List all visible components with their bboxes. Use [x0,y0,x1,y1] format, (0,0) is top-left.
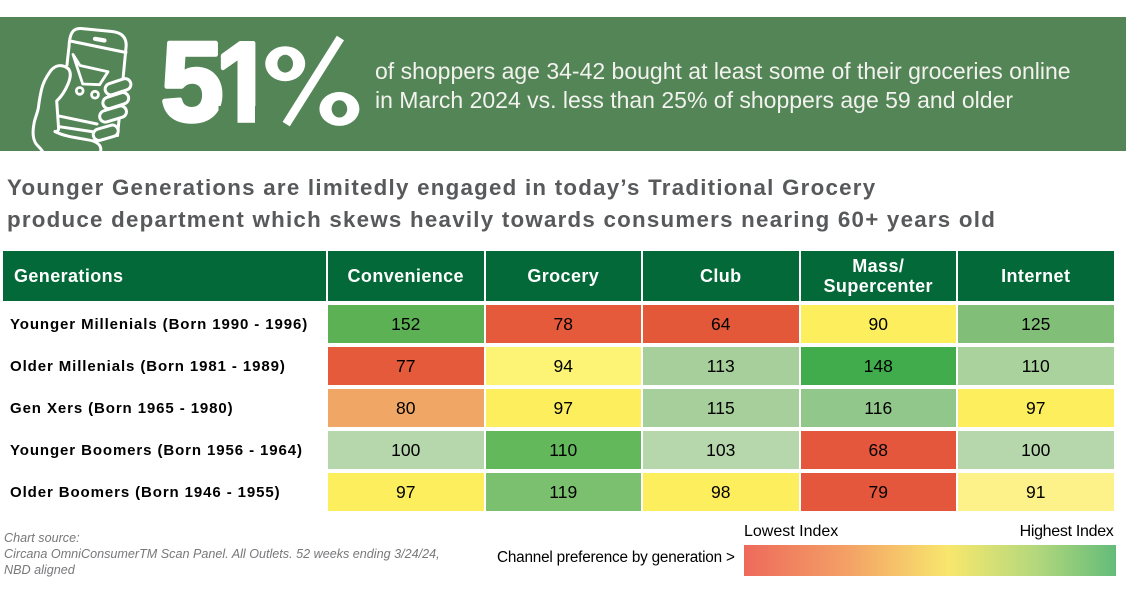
svg-text:5: 5 [161,30,223,145]
